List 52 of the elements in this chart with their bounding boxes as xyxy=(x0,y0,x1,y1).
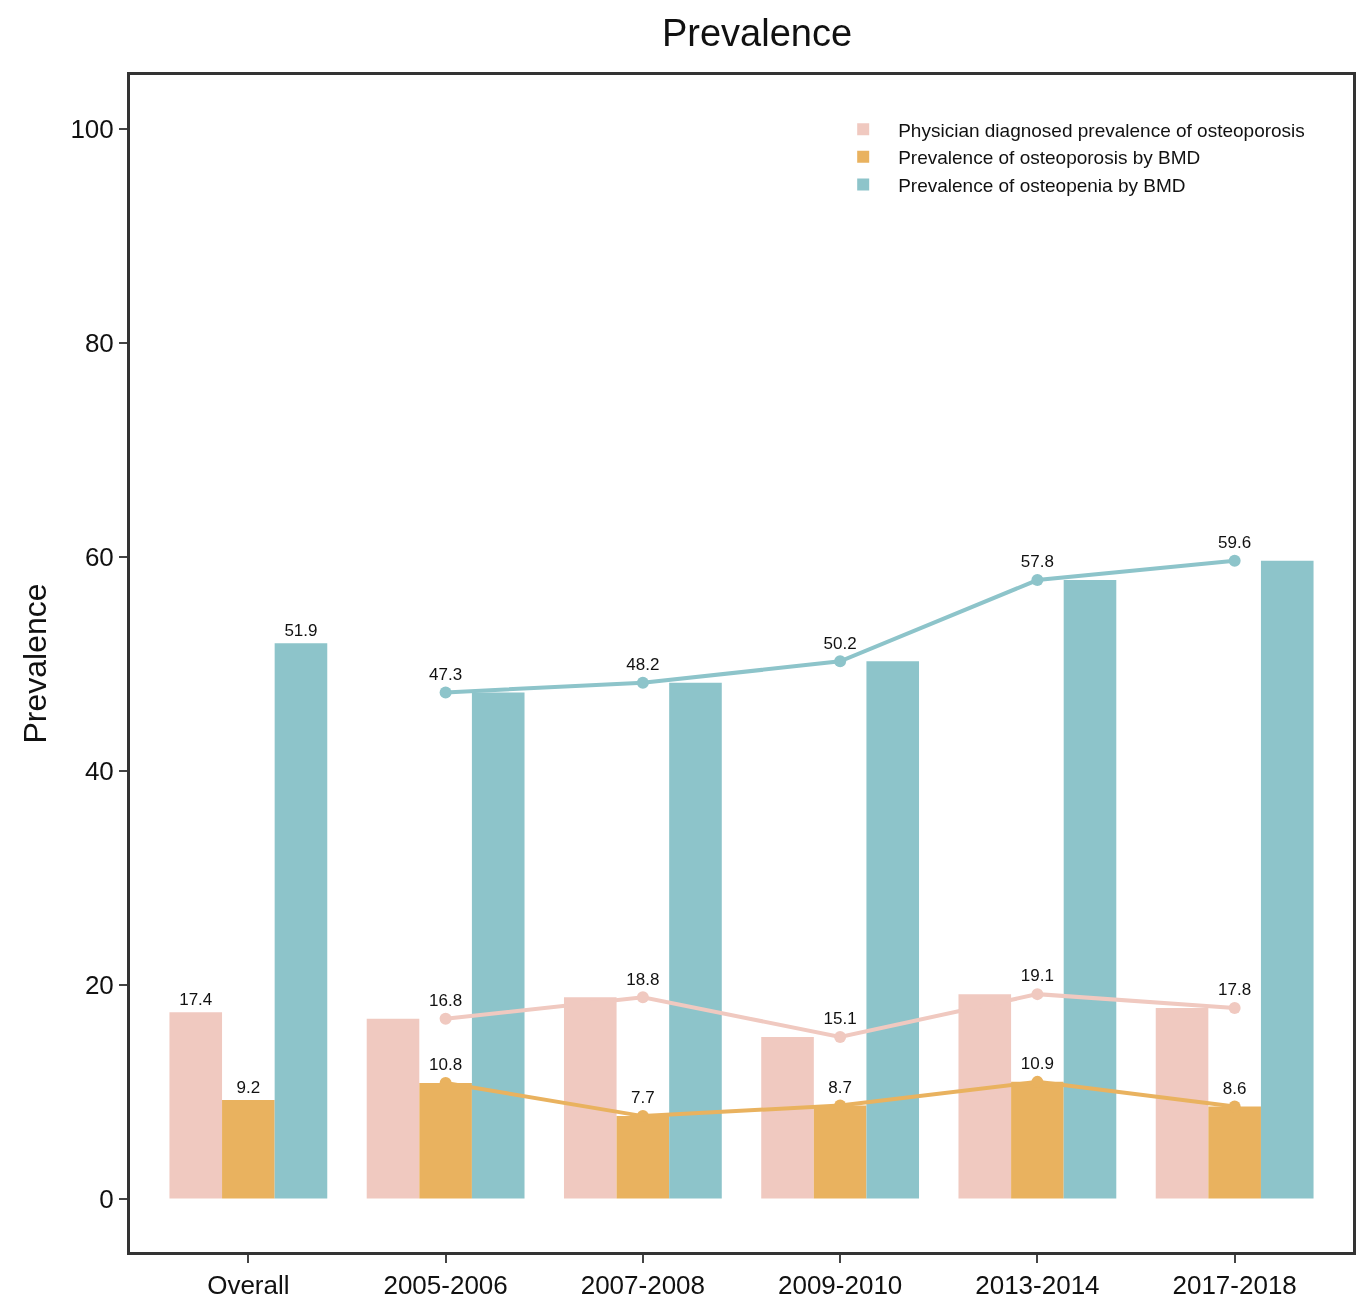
x-tick-label: 2009-2010 xyxy=(777,1270,903,1301)
data-label: 10.8 xyxy=(429,1055,463,1075)
bar xyxy=(169,1012,223,1199)
data-label: 15.1 xyxy=(823,1009,857,1029)
y-axis-title: Prevalence xyxy=(16,583,53,744)
x-tick-label: 2017-2018 xyxy=(1172,1270,1297,1301)
data-label: 8.7 xyxy=(828,1077,852,1097)
y-tick-label: 80 xyxy=(84,327,114,358)
bar xyxy=(222,1100,275,1199)
data-label: 17.8 xyxy=(1218,980,1252,1000)
x-tick-label: 2007-2008 xyxy=(580,1270,706,1301)
y-tick-label: 20 xyxy=(84,969,114,1000)
point xyxy=(636,991,649,1004)
data-label: 9.2 xyxy=(236,1078,261,1098)
point xyxy=(439,1012,452,1025)
point xyxy=(1031,574,1044,587)
point xyxy=(1228,1002,1241,1015)
data-label: 47.3 xyxy=(429,664,463,684)
data-label: 48.2 xyxy=(626,655,660,675)
y-tick-label: 100 xyxy=(70,113,114,144)
bar xyxy=(761,1036,814,1199)
bar xyxy=(866,661,920,1199)
data-label: 10.9 xyxy=(1020,1054,1054,1074)
y-tick-label: 60 xyxy=(84,541,114,572)
data-label: 17.4 xyxy=(179,990,213,1010)
point xyxy=(834,1030,847,1043)
y-tick-label: 0 xyxy=(99,1183,114,1214)
data-label: 59.6 xyxy=(1218,533,1252,553)
point xyxy=(636,676,649,689)
data-label: 57.8 xyxy=(1020,552,1054,572)
point xyxy=(1228,554,1241,567)
point xyxy=(439,686,452,699)
legend-label: Prevalence of osteoporosis by BMD xyxy=(898,147,1201,169)
data-label: 7.7 xyxy=(631,1088,655,1108)
legend-label: Physician diagnosed prevalence of osteoporosis xyxy=(898,119,1305,141)
x-tick-label: Overall xyxy=(207,1270,290,1301)
data-label: 18.8 xyxy=(626,969,660,989)
data-label: 19.1 xyxy=(1020,966,1054,986)
data-label: 51.9 xyxy=(284,621,318,641)
data-label: 50.2 xyxy=(823,633,857,653)
bar xyxy=(1260,560,1314,1199)
data-label: 8.6 xyxy=(1222,1078,1247,1098)
data-label: 16.8 xyxy=(429,990,463,1010)
x-tick-label: 2013-2014 xyxy=(975,1270,1100,1301)
bar xyxy=(366,1018,420,1199)
y-tick-label: 40 xyxy=(84,755,114,786)
x-tick-label: 2005-2006 xyxy=(383,1270,508,1301)
legend-label: Prevalence of osteopenia by BMD xyxy=(898,174,1186,196)
point xyxy=(834,655,847,668)
bar xyxy=(274,643,328,1199)
chart-title: Prevalence xyxy=(661,12,853,55)
point xyxy=(1031,988,1044,1001)
